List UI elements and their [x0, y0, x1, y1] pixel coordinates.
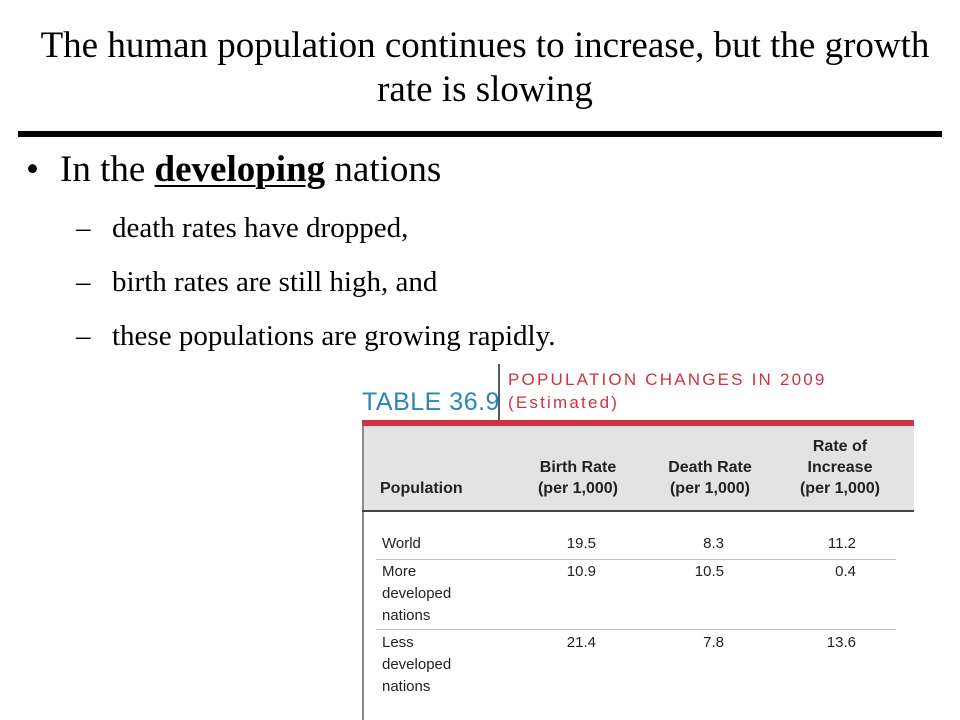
slide-title: The human population continues to increa… — [40, 25, 930, 110]
header-death-rate-line: Death Rate — [668, 459, 752, 476]
population-line: World — [382, 535, 421, 552]
bullet-emphasis: developing — [154, 149, 326, 190]
row-more-developed-increase: 0.4 — [835, 563, 856, 580]
subpoint-text: birth rates are still high, and — [112, 266, 438, 298]
population-line: nations — [382, 678, 431, 695]
row-less-developed-population: Less developed nations — [382, 632, 451, 698]
population-line: developed — [382, 656, 452, 673]
table-label: TABLE 36.9 — [362, 388, 500, 416]
bullet-suffix: nations — [334, 149, 442, 190]
subpoint-3: – these populations are growing rapidly. — [76, 318, 555, 354]
row-divider — [376, 629, 896, 630]
header-increase-line: Increase — [807, 459, 873, 476]
row-less-developed-death: 7.8 — [703, 634, 724, 651]
table-title-line-1: POPULATION CHANGES IN 2009 — [508, 370, 827, 389]
subpoint-text: these populations are growing rapidly. — [112, 320, 556, 352]
header-death-rate-line: (per 1,000) — [669, 480, 751, 497]
main-bullet: • In the developing nations — [26, 147, 441, 193]
row-world-increase: 11.2 — [827, 535, 856, 552]
population-line: developed — [382, 585, 452, 602]
subpoint-2: – birth rates are still high, and — [76, 264, 437, 300]
bullet-prefix: In the — [60, 149, 146, 190]
row-less-developed-birth: 21.4 — [566, 634, 596, 651]
table-left-edge — [362, 426, 364, 720]
row-more-developed-death: 10.5 — [694, 563, 724, 580]
row-more-developed-population: More developed nations — [382, 561, 451, 627]
header-rate-of-increase: Rate of Increase (per 1,000) — [780, 436, 900, 499]
population-table-figure: TABLE 36.9 POPULATION CHANGES IN 2009 (E… — [362, 360, 914, 720]
table-title: POPULATION CHANGES IN 2009 (Estimated) — [508, 368, 827, 414]
header-death-rate: Death Rate (per 1,000) — [654, 457, 766, 499]
table-accent-bar — [362, 420, 914, 426]
row-divider — [376, 559, 896, 560]
row-world-population: World — [382, 533, 421, 555]
row-more-developed-birth: 10.9 — [566, 563, 596, 580]
subpoint-text: death rates have dropped, — [112, 212, 409, 244]
title-divider — [18, 131, 942, 137]
dash-glyph: – — [76, 266, 91, 298]
dash-glyph: – — [76, 212, 91, 244]
row-less-developed-increase: 13.6 — [826, 634, 856, 651]
bullet-dot: • — [26, 149, 39, 190]
row-world-death: 8.3 — [703, 535, 724, 552]
header-birth-rate-line: (per 1,000) — [537, 480, 619, 497]
row-world-birth: 19.5 — [566, 535, 596, 552]
header-population: Population — [380, 480, 463, 497]
header-bottom-rule — [362, 510, 914, 512]
table-label-divider — [498, 364, 500, 420]
dash-glyph: – — [76, 320, 91, 352]
table-header-band — [362, 426, 914, 510]
header-birth-rate: Birth Rate (per 1,000) — [522, 457, 634, 499]
header-increase-line: Rate of — [812, 438, 868, 455]
table-title-line-2: (Estimated) — [508, 393, 620, 412]
header-birth-rate-line: Birth Rate — [539, 459, 617, 476]
population-line: Less — [382, 634, 414, 651]
header-increase-line: (per 1,000) — [799, 480, 881, 497]
population-line: nations — [382, 607, 431, 624]
subpoint-1: – death rates have dropped, — [76, 210, 408, 246]
population-line: More — [382, 563, 417, 580]
